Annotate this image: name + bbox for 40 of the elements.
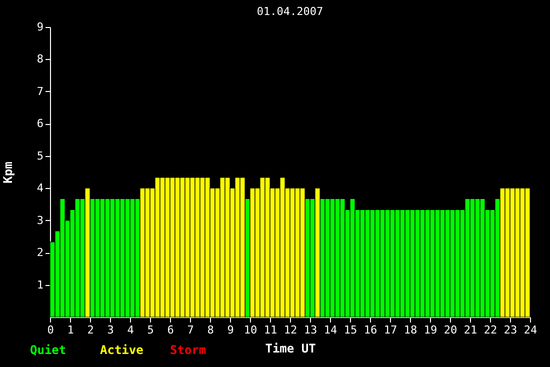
text: Active (100, 343, 144, 357)
x-tick-label: 16 (364, 324, 378, 336)
x-axis-title: Time UT (265, 342, 316, 356)
x-tick-label: 13 (304, 324, 318, 336)
x-tick-label: 6 (167, 324, 174, 336)
y-tick-label: 4 (36, 182, 44, 195)
y-tick-label: 8 (36, 52, 44, 66)
x-tick-label: 5 (147, 324, 154, 336)
chart-title: 01.04.2007 (256, 5, 324, 18)
x-tick-label: 15 (344, 324, 358, 336)
x-tick-label: 21 (464, 324, 478, 336)
y-tick-label: 1 (36, 278, 44, 292)
x-tick-label: 4 (127, 324, 134, 336)
legend-label: Storm (170, 343, 206, 357)
x-tick-label: 11 (264, 324, 278, 336)
x-tick-label: 0 (47, 324, 54, 336)
x-tick-label: 17 (384, 324, 398, 336)
y-tick-label: 6 (36, 117, 44, 130)
x-tick-label: 23 (504, 324, 518, 336)
y-tick-label: 7 (36, 84, 44, 98)
y-axis-title: Kpm (0, 162, 15, 184)
x-tick-label: 24 (524, 324, 538, 336)
x-tick-label: 14 (324, 324, 338, 336)
y-tick-label: 9 (36, 20, 44, 34)
x-tick-label: 8 (207, 324, 214, 336)
x-tick-label: 3 (107, 324, 114, 336)
y-tick-label: 2 (36, 246, 44, 260)
x-tick-label: 1 (67, 324, 74, 336)
x-tick-label: 9 (227, 324, 234, 336)
text: Quiet (30, 343, 66, 357)
x-tick-label: 18 (404, 324, 418, 336)
x-tick-label: 10 (244, 324, 258, 336)
x-tick-label: 7 (187, 324, 194, 336)
y-tick-label: 5 (36, 149, 44, 162)
x-tick-label: 2 (87, 324, 94, 336)
x-tick-label: 19 (424, 324, 438, 336)
x-tick-label: 22 (484, 324, 498, 336)
x-tick-label: 12 (284, 324, 298, 336)
x-tick-label: 20 (444, 324, 458, 336)
y-tick-label: 3 (36, 214, 44, 227)
